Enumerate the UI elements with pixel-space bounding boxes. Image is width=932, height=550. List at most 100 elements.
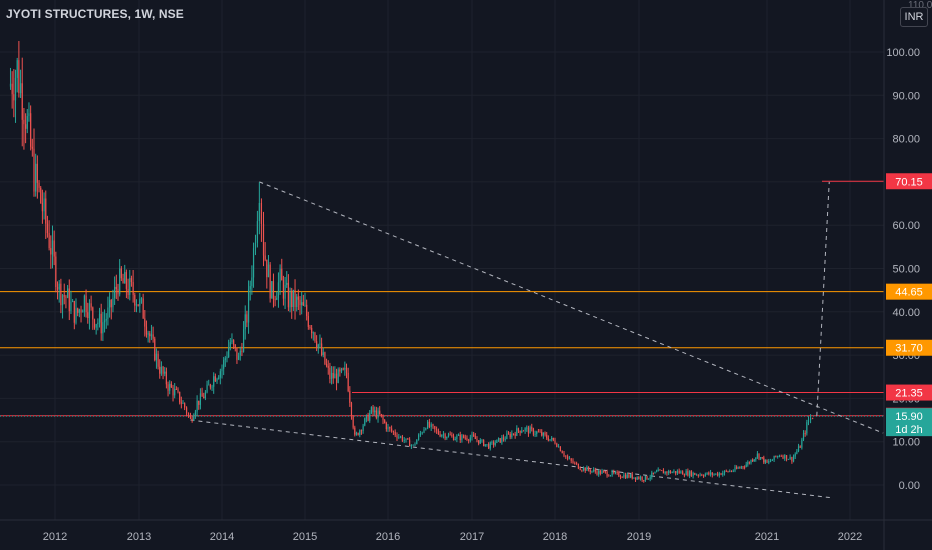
candle-body: [122, 278, 124, 284]
candle-body: [187, 413, 190, 416]
currency-badge[interactable]: INR: [900, 7, 928, 27]
candle-body: [262, 223, 265, 256]
level-price-label-bg: [886, 384, 932, 401]
candle-body: [468, 439, 470, 441]
candle-body: [256, 221, 259, 243]
candle-body: [40, 187, 42, 203]
candle-body: [314, 332, 316, 342]
candle-body: [162, 366, 164, 374]
candle-body: [787, 459, 789, 460]
candle-body: [603, 471, 605, 473]
candle-body: [483, 439, 485, 446]
candle-body: [385, 422, 387, 430]
candle-body: [306, 304, 308, 316]
candle-body: [526, 427, 528, 429]
candle-body: [673, 471, 675, 473]
candle-body: [70, 301, 72, 312]
candle-body: [546, 434, 548, 439]
candle-body: [67, 288, 69, 298]
candle-body: [172, 387, 174, 396]
trendline: [816, 181, 830, 416]
candle-body: [631, 474, 633, 479]
trendline: [190, 419, 834, 499]
candle-body: [773, 455, 775, 460]
candle-body: [83, 295, 85, 312]
candle-body: [73, 301, 75, 323]
candle-body: [541, 431, 543, 436]
candle-body: [93, 319, 96, 328]
candle-body: [191, 418, 193, 421]
candle-body: [604, 471, 606, 473]
grid-lines: [0, 0, 884, 520]
candle-body: [446, 436, 448, 439]
candle-body: [88, 303, 91, 319]
candle-body: [258, 202, 260, 222]
candle-body: [119, 268, 121, 295]
candle-body: [441, 434, 443, 437]
candle-body: [638, 477, 640, 479]
candle-body: [271, 281, 273, 299]
candle-body: [244, 314, 246, 330]
candle-body: [506, 433, 508, 439]
candle-body: [752, 459, 754, 462]
candle-body: [391, 428, 393, 432]
candle-body: [559, 446, 561, 452]
candle-body: [189, 415, 192, 419]
candle-body: [349, 391, 351, 403]
candle-body: [152, 334, 154, 339]
candle-body: [289, 291, 291, 308]
candle-body: [296, 296, 298, 308]
candle-body: [812, 417, 814, 419]
candle-body: [63, 295, 65, 297]
candle-body: [414, 444, 416, 445]
candle-body: [392, 431, 394, 432]
candle-body: [114, 286, 116, 299]
candle-body: [352, 416, 354, 428]
candle-body: [234, 344, 236, 348]
candle-body: [416, 439, 418, 445]
candle-body: [125, 272, 127, 289]
candle-body: [272, 281, 275, 300]
candle-body: [570, 458, 572, 461]
candle-body: [150, 334, 153, 337]
candle-body: [423, 429, 425, 433]
candle-body: [554, 440, 556, 444]
candle-body: [809, 417, 812, 420]
candle-body: [72, 301, 74, 302]
candle-body: [100, 313, 102, 334]
candle-body: [412, 444, 414, 446]
candle-body: [345, 367, 348, 373]
candle-body: [649, 477, 651, 479]
candle-body: [254, 242, 257, 249]
candle-body: [394, 431, 396, 436]
candle-body: [377, 410, 379, 418]
candle-body: [729, 470, 731, 472]
candle-body: [359, 430, 361, 435]
candle-body: [380, 414, 382, 416]
candle-body: [782, 456, 784, 459]
candle-body: [696, 474, 698, 476]
candle-body: [228, 348, 230, 358]
candle-body: [497, 438, 500, 440]
candle-body: [398, 436, 400, 438]
candle-body: [379, 410, 381, 415]
candle-body: [129, 278, 131, 295]
candle-body: [630, 474, 632, 478]
candle-body: [606, 471, 608, 476]
candle-body: [690, 471, 692, 477]
candle-body: [459, 434, 461, 441]
candle-body: [85, 295, 87, 313]
candle-body: [372, 407, 374, 413]
candle-body: [769, 460, 772, 462]
candle-body: [608, 475, 610, 477]
y-tick-label: 80.00: [892, 134, 920, 146]
candle-body: [529, 427, 531, 434]
candle-body: [797, 446, 800, 452]
chart-title: JYOTI STRUCTURES, 1W, NSE: [6, 7, 184, 21]
candle-body: [384, 420, 386, 423]
candle-body: [654, 471, 656, 474]
candle-body: [463, 435, 465, 438]
candle-body: [802, 433, 805, 440]
